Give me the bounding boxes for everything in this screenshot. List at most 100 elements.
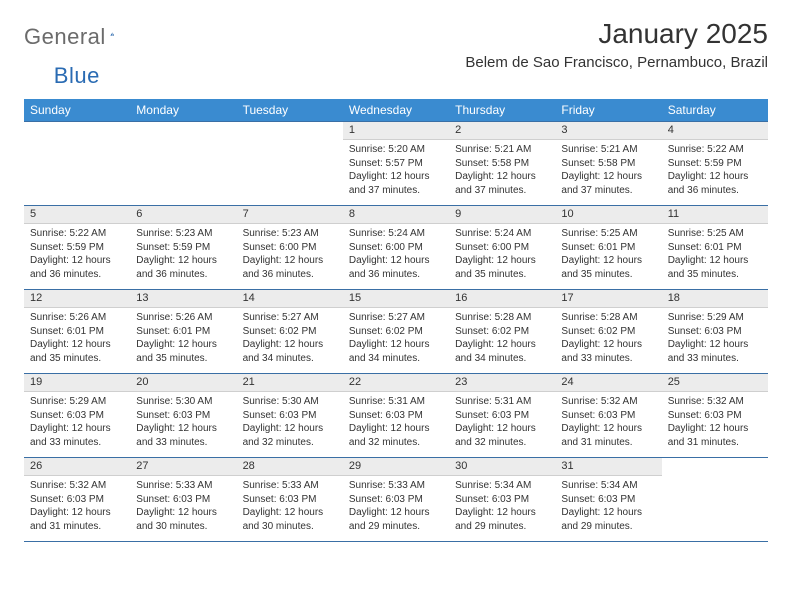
day-info-cell: Sunrise: 5:20 AMSunset: 5:57 PMDaylight:… bbox=[343, 140, 449, 206]
day-info-cell bbox=[24, 140, 130, 206]
weekday-header: Tuesday bbox=[237, 99, 343, 122]
day-number-cell: 30 bbox=[449, 458, 555, 476]
day-info-cell bbox=[237, 140, 343, 206]
day-info-cell bbox=[662, 476, 768, 542]
location: Belem de Sao Francisco, Pernambuco, Braz… bbox=[465, 54, 768, 71]
sunset-line: Sunset: 5:58 PM bbox=[561, 157, 655, 171]
sunrise-line: Sunrise: 5:32 AM bbox=[668, 395, 762, 409]
day-info-cell: Sunrise: 5:21 AMSunset: 5:58 PMDaylight:… bbox=[555, 140, 661, 206]
daylight-line: Daylight: 12 hours and 36 minutes. bbox=[668, 170, 762, 197]
sunrise-line: Sunrise: 5:28 AM bbox=[561, 311, 655, 325]
sunset-line: Sunset: 6:02 PM bbox=[455, 325, 549, 339]
sunset-line: Sunset: 6:03 PM bbox=[668, 325, 762, 339]
daylight-line: Daylight: 12 hours and 33 minutes. bbox=[136, 422, 230, 449]
sunrise-line: Sunrise: 5:26 AM bbox=[30, 311, 124, 325]
day-info-cell: Sunrise: 5:32 AMSunset: 6:03 PMDaylight:… bbox=[662, 392, 768, 458]
sunrise-line: Sunrise: 5:29 AM bbox=[30, 395, 124, 409]
day-number-cell: 19 bbox=[24, 374, 130, 392]
daylight-line: Daylight: 12 hours and 30 minutes. bbox=[243, 506, 337, 533]
daylight-line: Daylight: 12 hours and 35 minutes. bbox=[136, 338, 230, 365]
sunset-line: Sunset: 6:03 PM bbox=[30, 493, 124, 507]
day-info-cell: Sunrise: 5:33 AMSunset: 6:03 PMDaylight:… bbox=[237, 476, 343, 542]
day-info-cell: Sunrise: 5:30 AMSunset: 6:03 PMDaylight:… bbox=[237, 392, 343, 458]
day-info-cell: Sunrise: 5:31 AMSunset: 6:03 PMDaylight:… bbox=[343, 392, 449, 458]
logo-text-accent: Blue bbox=[54, 63, 100, 89]
sunrise-line: Sunrise: 5:22 AM bbox=[30, 227, 124, 241]
sunrise-line: Sunrise: 5:26 AM bbox=[136, 311, 230, 325]
sunrise-line: Sunrise: 5:21 AM bbox=[561, 143, 655, 157]
calendar-page: General January 2025 Belem de Sao Franci… bbox=[0, 0, 792, 542]
day-info-cell: Sunrise: 5:23 AMSunset: 6:00 PMDaylight:… bbox=[237, 224, 343, 290]
day-info-cell: Sunrise: 5:26 AMSunset: 6:01 PMDaylight:… bbox=[24, 308, 130, 374]
sunrise-line: Sunrise: 5:24 AM bbox=[349, 227, 443, 241]
day-info-cell: Sunrise: 5:28 AMSunset: 6:02 PMDaylight:… bbox=[555, 308, 661, 374]
day-number-cell: 27 bbox=[130, 458, 236, 476]
day-number-cell: 26 bbox=[24, 458, 130, 476]
day-number-row: 567891011 bbox=[24, 206, 768, 224]
day-number-cell: 25 bbox=[662, 374, 768, 392]
day-info-row: Sunrise: 5:22 AMSunset: 5:59 PMDaylight:… bbox=[24, 224, 768, 290]
daylight-line: Daylight: 12 hours and 35 minutes. bbox=[561, 254, 655, 281]
day-number-row: 12131415161718 bbox=[24, 290, 768, 308]
sunrise-line: Sunrise: 5:33 AM bbox=[136, 479, 230, 493]
sunset-line: Sunset: 6:00 PM bbox=[455, 241, 549, 255]
day-number-cell: 4 bbox=[662, 122, 768, 140]
weekday-header: Thursday bbox=[449, 99, 555, 122]
day-number-cell: 22 bbox=[343, 374, 449, 392]
sunset-line: Sunset: 6:01 PM bbox=[30, 325, 124, 339]
day-number-cell: 8 bbox=[343, 206, 449, 224]
daylight-line: Daylight: 12 hours and 36 minutes. bbox=[243, 254, 337, 281]
sunset-line: Sunset: 5:59 PM bbox=[668, 157, 762, 171]
sunrise-line: Sunrise: 5:25 AM bbox=[668, 227, 762, 241]
day-info-cell: Sunrise: 5:22 AMSunset: 5:59 PMDaylight:… bbox=[24, 224, 130, 290]
day-number-cell bbox=[130, 122, 236, 140]
sunset-line: Sunset: 6:01 PM bbox=[668, 241, 762, 255]
sunrise-line: Sunrise: 5:29 AM bbox=[668, 311, 762, 325]
day-number-cell bbox=[24, 122, 130, 140]
sunset-line: Sunset: 6:03 PM bbox=[349, 493, 443, 507]
sunrise-line: Sunrise: 5:32 AM bbox=[30, 479, 124, 493]
day-info-cell: Sunrise: 5:21 AMSunset: 5:58 PMDaylight:… bbox=[449, 140, 555, 206]
daylight-line: Daylight: 12 hours and 29 minutes. bbox=[561, 506, 655, 533]
logo: General bbox=[24, 18, 136, 50]
day-info-cell: Sunrise: 5:33 AMSunset: 6:03 PMDaylight:… bbox=[130, 476, 236, 542]
month-title: January 2025 bbox=[465, 18, 768, 50]
sunrise-line: Sunrise: 5:27 AM bbox=[243, 311, 337, 325]
sunrise-line: Sunrise: 5:30 AM bbox=[243, 395, 337, 409]
day-info-cell: Sunrise: 5:24 AMSunset: 6:00 PMDaylight:… bbox=[449, 224, 555, 290]
day-number-cell: 17 bbox=[555, 290, 661, 308]
weekday-header: Monday bbox=[130, 99, 236, 122]
sunset-line: Sunset: 6:03 PM bbox=[349, 409, 443, 423]
day-info-cell: Sunrise: 5:26 AMSunset: 6:01 PMDaylight:… bbox=[130, 308, 236, 374]
day-info-cell: Sunrise: 5:34 AMSunset: 6:03 PMDaylight:… bbox=[449, 476, 555, 542]
day-number-cell: 14 bbox=[237, 290, 343, 308]
day-number-cell: 20 bbox=[130, 374, 236, 392]
weekday-header: Wednesday bbox=[343, 99, 449, 122]
day-number-cell: 11 bbox=[662, 206, 768, 224]
logo-text-main: General bbox=[24, 24, 106, 50]
day-number-cell: 29 bbox=[343, 458, 449, 476]
sunrise-line: Sunrise: 5:28 AM bbox=[455, 311, 549, 325]
day-number-cell: 28 bbox=[237, 458, 343, 476]
sunrise-line: Sunrise: 5:25 AM bbox=[561, 227, 655, 241]
sunset-line: Sunset: 6:02 PM bbox=[561, 325, 655, 339]
day-info-cell: Sunrise: 5:33 AMSunset: 6:03 PMDaylight:… bbox=[343, 476, 449, 542]
daylight-line: Daylight: 12 hours and 33 minutes. bbox=[668, 338, 762, 365]
sunset-line: Sunset: 6:01 PM bbox=[136, 325, 230, 339]
sunset-line: Sunset: 5:57 PM bbox=[349, 157, 443, 171]
day-info-cell: Sunrise: 5:27 AMSunset: 6:02 PMDaylight:… bbox=[343, 308, 449, 374]
weekday-header: Friday bbox=[555, 99, 661, 122]
sunrise-line: Sunrise: 5:31 AM bbox=[455, 395, 549, 409]
sunset-line: Sunset: 6:02 PM bbox=[349, 325, 443, 339]
sunset-line: Sunset: 6:03 PM bbox=[243, 493, 337, 507]
day-number-cell: 16 bbox=[449, 290, 555, 308]
day-number-cell: 12 bbox=[24, 290, 130, 308]
daylight-line: Daylight: 12 hours and 35 minutes. bbox=[455, 254, 549, 281]
daylight-line: Daylight: 12 hours and 34 minutes. bbox=[455, 338, 549, 365]
day-info-cell: Sunrise: 5:31 AMSunset: 6:03 PMDaylight:… bbox=[449, 392, 555, 458]
day-info-cell: Sunrise: 5:27 AMSunset: 6:02 PMDaylight:… bbox=[237, 308, 343, 374]
sunset-line: Sunset: 6:00 PM bbox=[349, 241, 443, 255]
day-info-cell: Sunrise: 5:29 AMSunset: 6:03 PMDaylight:… bbox=[662, 308, 768, 374]
daylight-line: Daylight: 12 hours and 33 minutes. bbox=[561, 338, 655, 365]
sunset-line: Sunset: 6:03 PM bbox=[136, 409, 230, 423]
